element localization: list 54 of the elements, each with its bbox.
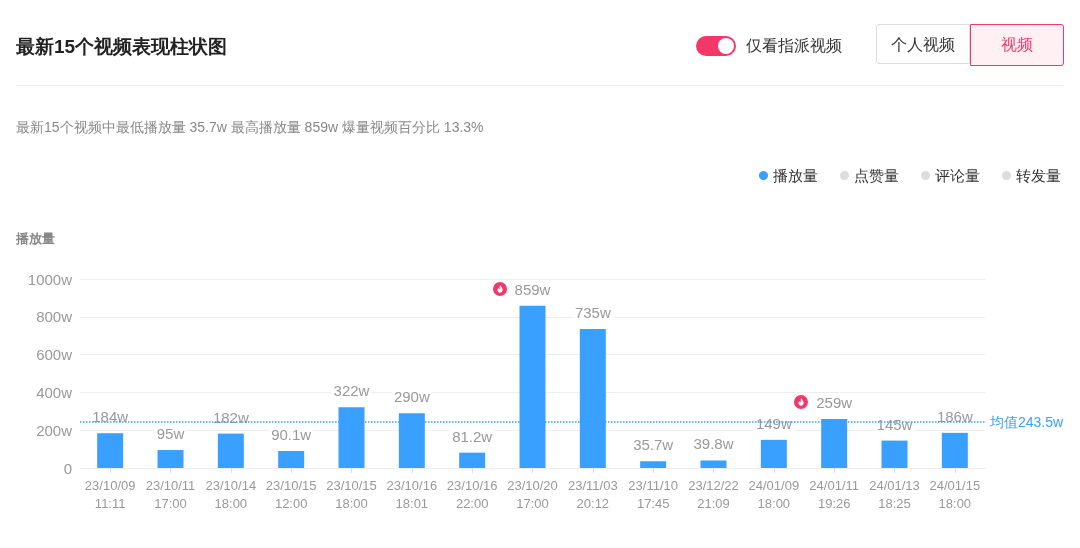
- data-label: 259w: [816, 394, 853, 412]
- data-label: 35.7w: [633, 436, 674, 454]
- ref-line-label: 均值243.5w: [989, 413, 1065, 430]
- bar: [941, 432, 968, 468]
- bar: [459, 452, 486, 468]
- data-label: 735w: [574, 304, 611, 322]
- legend-label: 转发量: [1016, 167, 1061, 184]
- y-tick-label: 800w: [36, 308, 73, 326]
- x-tick-label: 23/12/22 21:09: [688, 477, 739, 511]
- data-label: 859w: [514, 280, 551, 298]
- bar: [157, 450, 184, 468]
- x-tick-label: 23/10/16 22:00: [446, 477, 498, 511]
- x-tick-label: 23/11/03 20:12: [568, 477, 618, 511]
- data-label: 184w: [92, 408, 129, 426]
- x-tick-label: 24/01/15 18:00: [929, 477, 981, 511]
- data-label: 81.2w: [452, 427, 493, 445]
- y-tick-label: 400w: [36, 383, 73, 401]
- legend-label: 播放量: [773, 167, 818, 184]
- x-tick-label: 23/10/20 17:00: [507, 477, 558, 511]
- chart-subtitle: 最新15个视频中最低播放量 35.7w 最高播放量 859w 爆量视频百分比 13.3%: [16, 119, 484, 137]
- bar: [700, 460, 727, 468]
- y-tick-label: 600w: [36, 346, 73, 364]
- y-tick-label: 200w: [36, 421, 73, 439]
- x-tick-label: 23/10/15 18:00: [326, 477, 377, 511]
- x-tick-label: 24/01/13 18:25: [869, 477, 920, 511]
- y-axis-title: 播放量: [16, 230, 55, 248]
- data-label: 95w: [156, 425, 185, 443]
- bar: [97, 433, 124, 468]
- bar: [760, 439, 787, 468]
- bar: [217, 433, 244, 468]
- x-tick-label: 24/01/11 19:26: [809, 477, 859, 511]
- bar: [640, 461, 667, 468]
- text: 个人视频: [876, 24, 970, 64]
- bar: [881, 440, 908, 468]
- x-tick-label: 23/10/15 12:00: [265, 477, 317, 511]
- data-label: 290w: [393, 388, 430, 406]
- x-tick-label: 23/10/11 17:00: [145, 477, 196, 511]
- legend-label: 评论量: [935, 167, 980, 184]
- x-tick-label: 23/10/14 18:00: [205, 477, 257, 511]
- x-tick-label: 24/01/09 18:00: [748, 477, 800, 511]
- text: 仅看指派视频: [746, 36, 842, 56]
- y-tick-label: 0: [63, 459, 72, 477]
- bar: [278, 450, 305, 468]
- x-tick-label: 23/10/09 11:11: [84, 477, 136, 511]
- data-label: 186w: [936, 407, 973, 425]
- data-label: 90.1w: [271, 425, 312, 443]
- x-tick-label: 23/11/10 17:45: [628, 477, 678, 511]
- legend-label: 点赞量: [854, 167, 899, 184]
- chart-title: 最新15个视频表现柱状图: [16, 35, 228, 59]
- x-tick-label: 23/10/16 18:01: [386, 477, 438, 511]
- data-label: 322w: [333, 382, 370, 400]
- y-tick-label: 1000w: [27, 270, 73, 288]
- data-label: 39.8w: [693, 435, 734, 453]
- text: 视频: [970, 24, 1064, 66]
